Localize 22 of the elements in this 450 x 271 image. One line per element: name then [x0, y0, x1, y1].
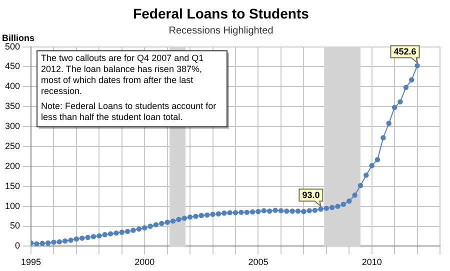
x-tick-label: 1995: [21, 257, 42, 268]
y-tick-label: 200: [4, 160, 20, 171]
x-tick-label: 2010: [362, 257, 382, 268]
y-axis-title: Billions: [2, 32, 35, 43]
y-tick-label: 400: [4, 81, 20, 92]
annotation: The two callouts are for Q4 2007 and Q1 2012. The loan balance has risen 387%, most of which dates from after the last recession.: [41, 52, 204, 96]
y-tick-label: 250: [4, 140, 20, 151]
y-tick-label: 150: [4, 180, 20, 191]
chart-title: Federal Loans to Students: [133, 5, 310, 22]
y-tick-label: 50: [10, 220, 20, 231]
annotation: Note: Federal Loans to students account for less than half the student loan total.: [41, 100, 216, 122]
x-tick-label: 2000: [134, 257, 155, 268]
y-tick-label: 300: [4, 121, 20, 132]
x-tick-label: 2005: [248, 257, 268, 268]
y-tick-label: 450: [4, 61, 20, 72]
chart-subtitle: Recessions Highlighted: [168, 26, 274, 37]
y-tick-label: 100: [4, 200, 20, 211]
y-tick-label: 350: [4, 101, 20, 112]
y-tick-label: 500: [4, 41, 20, 52]
annotation: 93.0: [302, 190, 320, 200]
y-tick-label: 0: [15, 240, 20, 251]
annotation: 452.6: [394, 46, 416, 57]
